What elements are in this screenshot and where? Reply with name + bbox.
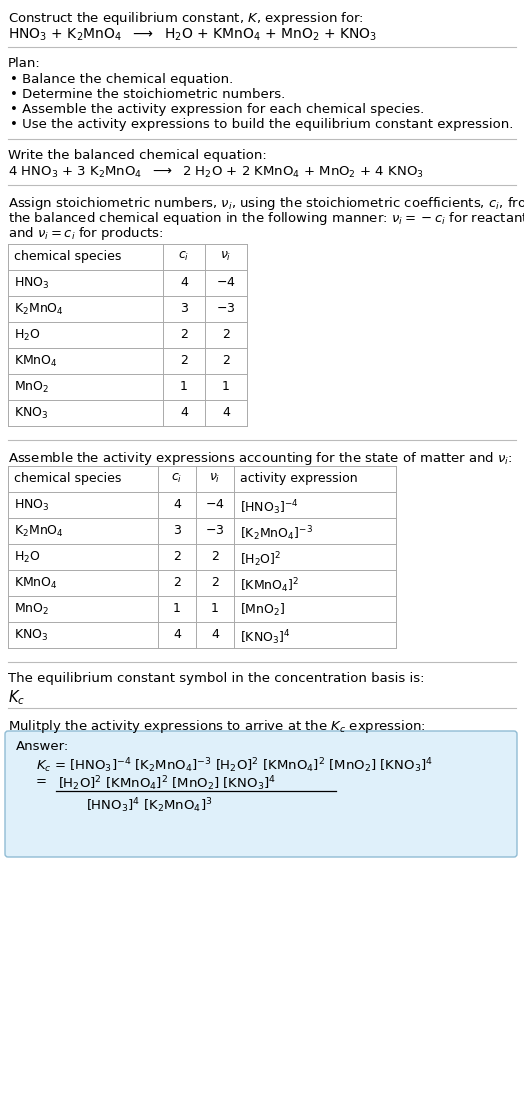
Text: 1: 1: [222, 381, 230, 393]
Text: KNO$_3$: KNO$_3$: [14, 628, 48, 643]
Text: chemical species: chemical species: [14, 250, 122, 263]
Text: MnO$_2$: MnO$_2$: [14, 602, 49, 617]
Text: 1: 1: [211, 602, 219, 615]
Text: the balanced chemical equation in the following manner: $\nu_i = -c_i$ for react: the balanced chemical equation in the fo…: [8, 210, 524, 227]
Text: [HNO$_3$]$^{-4}$: [HNO$_3$]$^{-4}$: [240, 497, 299, 516]
Text: 2: 2: [222, 328, 230, 341]
Text: and $\nu_i = c_i$ for products:: and $\nu_i = c_i$ for products:: [8, 225, 163, 242]
Text: 4: 4: [173, 628, 181, 641]
Text: Construct the equilibrium constant, $K$, expression for:: Construct the equilibrium constant, $K$,…: [8, 10, 364, 26]
Text: activity expression: activity expression: [240, 472, 357, 485]
Text: chemical species: chemical species: [14, 472, 122, 485]
Text: 2: 2: [173, 576, 181, 589]
Text: HNO$_3$ + K$_2$MnO$_4$  $\longrightarrow$  H$_2$O + KMnO$_4$ + MnO$_2$ + KNO$_3$: HNO$_3$ + K$_2$MnO$_4$ $\longrightarrow$…: [8, 26, 377, 43]
Text: 3: 3: [173, 524, 181, 537]
Text: • Determine the stoichiometric numbers.: • Determine the stoichiometric numbers.: [10, 88, 285, 101]
FancyBboxPatch shape: [5, 731, 517, 857]
Text: Plan:: Plan:: [8, 57, 41, 69]
Text: KMnO$_4$: KMnO$_4$: [14, 354, 58, 370]
Text: 1: 1: [180, 381, 188, 393]
Text: H$_2$O: H$_2$O: [14, 550, 40, 565]
Text: 4: 4: [180, 406, 188, 419]
Text: • Use the activity expressions to build the equilibrium constant expression.: • Use the activity expressions to build …: [10, 118, 514, 131]
Text: [MnO$_2$]: [MnO$_2$]: [240, 602, 285, 618]
Text: Write the balanced chemical equation:: Write the balanced chemical equation:: [8, 149, 267, 162]
Text: KNO$_3$: KNO$_3$: [14, 406, 48, 421]
Text: Answer:: Answer:: [16, 740, 69, 753]
Text: $-4$: $-4$: [205, 497, 225, 511]
Text: • Balance the chemical equation.: • Balance the chemical equation.: [10, 73, 233, 86]
Text: Assemble the activity expressions accounting for the state of matter and $\nu_i$: Assemble the activity expressions accoun…: [8, 450, 512, 467]
Text: $-3$: $-3$: [216, 302, 236, 315]
Text: $c_i$: $c_i$: [171, 472, 183, 485]
Text: =: =: [36, 775, 47, 789]
Text: 4: 4: [211, 628, 219, 641]
Text: $K_c$: $K_c$: [8, 688, 25, 707]
Text: 2: 2: [180, 354, 188, 367]
Text: 2: 2: [222, 354, 230, 367]
Text: 4: 4: [173, 497, 181, 511]
Text: [KMnO$_4$]$^2$: [KMnO$_4$]$^2$: [240, 576, 299, 595]
Text: Assign stoichiometric numbers, $\nu_i$, using the stoichiometric coefficients, $: Assign stoichiometric numbers, $\nu_i$, …: [8, 195, 524, 212]
Text: 2: 2: [180, 328, 188, 341]
Text: [H$_2$O]$^2$: [H$_2$O]$^2$: [240, 550, 281, 569]
Text: HNO$_3$: HNO$_3$: [14, 276, 50, 291]
Text: 2: 2: [211, 550, 219, 563]
Text: The equilibrium constant symbol in the concentration basis is:: The equilibrium constant symbol in the c…: [8, 672, 424, 685]
Text: K$_2$MnO$_4$: K$_2$MnO$_4$: [14, 524, 64, 539]
Text: [K$_2$MnO$_4$]$^{-3}$: [K$_2$MnO$_4$]$^{-3}$: [240, 524, 313, 543]
Text: $c_i$: $c_i$: [178, 250, 190, 264]
Text: H$_2$O: H$_2$O: [14, 328, 40, 343]
Text: 2: 2: [211, 576, 219, 589]
Text: 4 HNO$_3$ + 3 K$_2$MnO$_4$  $\longrightarrow$  2 H$_2$O + 2 KMnO$_4$ + MnO$_2$ +: 4 HNO$_3$ + 3 K$_2$MnO$_4$ $\longrightar…: [8, 165, 424, 180]
Text: $\nu_i$: $\nu_i$: [220, 250, 232, 264]
Text: 4: 4: [222, 406, 230, 419]
Text: • Assemble the activity expression for each chemical species.: • Assemble the activity expression for e…: [10, 103, 424, 116]
Text: [H$_2$O]$^2$ [KMnO$_4$]$^2$ [MnO$_2$] [KNO$_3$]$^4$: [H$_2$O]$^2$ [KMnO$_4$]$^2$ [MnO$_2$] [K…: [58, 774, 276, 793]
Text: $-3$: $-3$: [205, 524, 225, 537]
Text: [KNO$_3$]$^4$: [KNO$_3$]$^4$: [240, 628, 290, 646]
Text: $\nu_i$: $\nu_i$: [209, 472, 221, 485]
Text: 2: 2: [173, 550, 181, 563]
Text: MnO$_2$: MnO$_2$: [14, 381, 49, 395]
Text: [HNO$_3$]$^4$ [K$_2$MnO$_4$]$^3$: [HNO$_3$]$^4$ [K$_2$MnO$_4$]$^3$: [86, 796, 213, 815]
Text: 1: 1: [173, 602, 181, 615]
Text: 4: 4: [180, 276, 188, 289]
Text: $K_c$ = [HNO$_3$]$^{-4}$ [K$_2$MnO$_4$]$^{-3}$ [H$_2$O]$^2$ [KMnO$_4$]$^2$ [MnO$: $K_c$ = [HNO$_3$]$^{-4}$ [K$_2$MnO$_4$]$…: [36, 756, 433, 774]
Text: $-4$: $-4$: [216, 276, 236, 289]
Text: HNO$_3$: HNO$_3$: [14, 497, 50, 513]
Text: KMnO$_4$: KMnO$_4$: [14, 576, 58, 591]
Text: 3: 3: [180, 302, 188, 315]
Text: Mulitply the activity expressions to arrive at the $K_c$ expression:: Mulitply the activity expressions to arr…: [8, 718, 426, 735]
Text: K$_2$MnO$_4$: K$_2$MnO$_4$: [14, 302, 64, 317]
